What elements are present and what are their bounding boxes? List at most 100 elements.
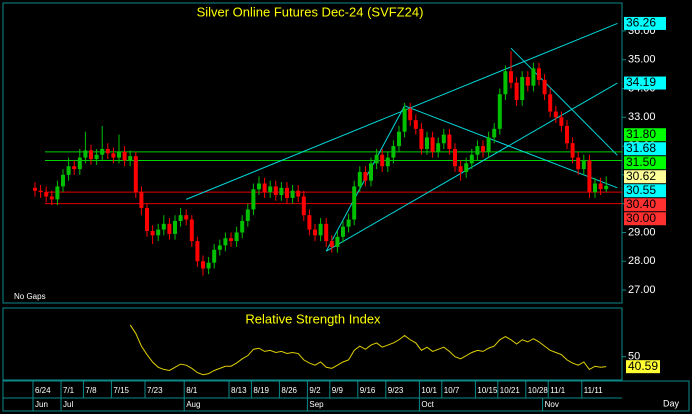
- price-panel: [2, 2, 623, 304]
- month-label: Oct: [421, 400, 434, 409]
- level-label: 30.62: [626, 169, 656, 183]
- candle-body: [492, 128, 497, 138]
- candle-body: [229, 238, 233, 242]
- candle-body: [346, 219, 351, 227]
- candle-body: [49, 196, 54, 200]
- x-tick-label: 10/1: [421, 386, 437, 395]
- candle-body: [447, 134, 452, 149]
- candle-body: [279, 187, 284, 196]
- candle-body: [33, 187, 37, 191]
- candle-body: [38, 190, 43, 193]
- month-label: Aug: [186, 400, 200, 409]
- candle-body: [83, 150, 88, 158]
- candle-body: [156, 229, 161, 236]
- candle-body: [111, 153, 116, 158]
- candle-body: [419, 128, 424, 149]
- candle-body: [285, 187, 289, 198]
- x-tick-label: 9/2: [309, 386, 321, 395]
- x-axis-strip: [2, 380, 690, 412]
- candle-body: [565, 125, 569, 144]
- x-tick-label: 8/26: [281, 386, 297, 395]
- candle-body: [217, 245, 222, 250]
- x-tick-label: 8/19: [253, 386, 269, 395]
- candle-body: [307, 215, 312, 230]
- y-tick-label: 28.00: [628, 255, 656, 267]
- candle-body: [548, 94, 553, 112]
- candle-body: [66, 166, 71, 175]
- candle-body: [201, 261, 205, 269]
- month-label: Sep: [309, 400, 324, 409]
- level-label: 31.68: [626, 141, 656, 155]
- candle-body: [273, 186, 278, 196]
- x-tick-label: 9/16: [360, 386, 376, 395]
- candle-body: [257, 183, 261, 190]
- x-tick-label: 9/9: [332, 386, 344, 395]
- rsi-line: [129, 324, 607, 376]
- candle-body: [251, 189, 256, 210]
- candle-body: [581, 160, 586, 170]
- candle-body: [167, 223, 172, 234]
- candle-body: [481, 146, 485, 152]
- level-box: [624, 184, 666, 198]
- x-tick-label: 10/7: [444, 386, 460, 395]
- gaps-note: No Gaps: [14, 292, 46, 301]
- candle-body: [223, 238, 228, 246]
- candle-body: [520, 76, 525, 101]
- candle-body: [72, 166, 77, 170]
- candle-body: [139, 192, 144, 208]
- candle-body: [335, 236, 340, 247]
- month-label: Nov: [545, 400, 559, 409]
- candle-body: [329, 241, 334, 247]
- level-box: [624, 76, 666, 90]
- candle-body: [105, 148, 110, 154]
- candle-body: [559, 117, 564, 126]
- y-tick-label: 33.00: [628, 111, 656, 123]
- candle-body: [313, 229, 317, 236]
- candle-body: [301, 196, 306, 216]
- candle-body: [128, 156, 133, 161]
- candle-body: [117, 151, 121, 158]
- candle-body: [413, 120, 418, 129]
- x-tick-label: 8/13: [231, 386, 247, 395]
- level-box: [624, 212, 666, 226]
- candle-body: [475, 146, 480, 155]
- candle-body: [352, 186, 357, 220]
- level-label: 34.19: [626, 75, 656, 89]
- candle-body: [77, 157, 82, 170]
- candle-body: [369, 163, 373, 181]
- y-tick-label: 35.00: [628, 54, 656, 66]
- candle-body: [145, 207, 149, 232]
- candle-body: [391, 146, 396, 158]
- candle-body: [570, 143, 575, 158]
- level-label: 30.00: [626, 211, 656, 225]
- candle-body: [290, 190, 295, 198]
- candle-body: [486, 137, 491, 152]
- candle-body: [430, 137, 435, 152]
- level-label: 36.26: [626, 16, 656, 30]
- y-tick-label: 27.00: [628, 284, 656, 296]
- level-box: [624, 198, 666, 212]
- candle-body: [425, 137, 429, 149]
- level-box: [624, 156, 666, 170]
- candle-body: [89, 150, 93, 160]
- candle-body: [245, 209, 250, 221]
- level-label: 30.40: [626, 197, 656, 211]
- candle-body: [122, 151, 127, 161]
- candle-body: [189, 219, 194, 242]
- candle-body: [385, 157, 390, 167]
- candle-body: [587, 160, 592, 193]
- x-tick-label: 10/15: [477, 386, 498, 395]
- trendline: [510, 47, 618, 156]
- candle-body: [436, 143, 441, 152]
- candle-body: [240, 220, 245, 233]
- candle-body: [150, 231, 155, 236]
- candle-body: [234, 232, 239, 242]
- x-tick-label: 7/23: [147, 386, 163, 395]
- x-tick-label: 9/23: [388, 386, 404, 395]
- level-box: [624, 128, 666, 142]
- level-label: 31.80: [626, 127, 656, 141]
- level-box: [624, 16, 666, 30]
- candle-body: [469, 154, 474, 164]
